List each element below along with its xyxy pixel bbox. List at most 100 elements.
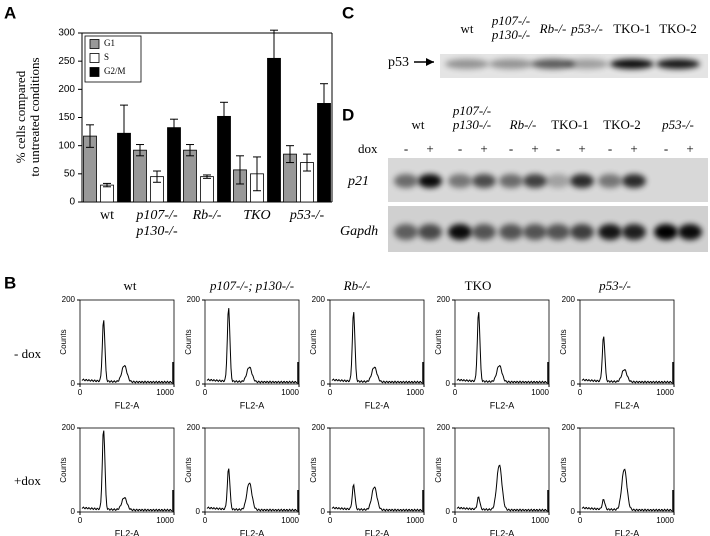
- band: [622, 174, 646, 188]
- x-tick-label: 0: [578, 516, 583, 525]
- treatment-sign: +: [426, 141, 433, 156]
- plot-frame: [79, 299, 175, 385]
- lane-label: Rb-/-: [509, 117, 537, 132]
- plot-frame: [79, 427, 175, 513]
- lane-label: TKO-1: [551, 117, 589, 132]
- y-tick-label: 0: [196, 507, 201, 516]
- y-tick-label: 150: [58, 112, 75, 123]
- legend-swatch: [89, 67, 100, 77]
- x-axis-label: FL2-A: [115, 528, 140, 536]
- error-bar: [103, 182, 111, 188]
- column-label: p107-/-; p130-/-: [209, 278, 294, 293]
- bar: [100, 184, 114, 203]
- x-axis-label: FL2-A: [365, 400, 390, 410]
- y-axis-label: % cells compared: [13, 70, 28, 163]
- histogram-trace: [581, 336, 673, 384]
- histogram-trace: [81, 320, 173, 384]
- band: [418, 174, 442, 188]
- panel-label: A: [4, 3, 16, 22]
- band: [546, 224, 570, 240]
- band: [622, 224, 646, 240]
- y-tick-label: 100: [58, 140, 75, 151]
- histogram-panel: 0 200 0 1000 Counts FL2-A: [59, 423, 174, 536]
- plot-frame: [204, 427, 300, 513]
- column-label: TKO: [465, 278, 492, 293]
- bar: [167, 127, 181, 203]
- histogram-trace: [456, 312, 548, 384]
- x-axis-label: FL2-A: [115, 400, 140, 410]
- treatment-sign: -: [608, 141, 612, 156]
- legend-swatch: [89, 53, 100, 63]
- histogram-panel: 0 200 0 1000 Counts FL2-A: [434, 295, 549, 410]
- panel-label: D: [342, 105, 354, 124]
- band: [394, 224, 418, 240]
- bar: [200, 176, 214, 203]
- x-tick-label: 0: [328, 388, 333, 397]
- row-label: - dox: [14, 346, 42, 361]
- treatment-sign: +: [686, 141, 693, 156]
- band: [499, 224, 523, 240]
- y-tick-label: 0: [446, 507, 451, 516]
- row-label: p53: [388, 55, 409, 70]
- y-axis-label: Counts: [184, 329, 193, 354]
- y-tick-label: 0: [69, 197, 75, 208]
- y-tick-label: 50: [64, 168, 76, 179]
- error-bar: [270, 29, 278, 88]
- x-axis-label: FL2-A: [490, 400, 515, 410]
- y-tick-label: 200: [562, 295, 576, 304]
- histogram-trace: [331, 312, 423, 384]
- y-tick-label: 200: [58, 84, 75, 95]
- x-tick-label: 0: [328, 516, 333, 525]
- plot-frame: [454, 299, 550, 385]
- histogram-trace: [206, 308, 298, 384]
- band: [394, 174, 418, 188]
- treatment-sign: -: [404, 141, 408, 156]
- plot-frame: [579, 427, 675, 513]
- row-label: +dox: [14, 473, 41, 488]
- band: [418, 224, 442, 240]
- y-tick-label: 0: [571, 507, 576, 516]
- plot-frame: [454, 427, 550, 513]
- x-tick-label: 1000: [531, 388, 549, 397]
- x-tick-label: TKO: [243, 208, 270, 223]
- y-tick-label: 200: [437, 295, 451, 304]
- column-label: Rb-/-: [343, 278, 371, 293]
- y-tick-label: 0: [321, 507, 326, 516]
- x-tick-label: 0: [453, 516, 458, 525]
- treatment-label: dox: [358, 141, 378, 156]
- x-tick-label: 1000: [406, 516, 424, 525]
- y-axis-label: Counts: [559, 457, 568, 482]
- x-tick-label: 1000: [281, 388, 299, 397]
- y-axis-label: Counts: [434, 329, 443, 354]
- histogram-panel: 0 200 0 1000 Counts FL2-A: [559, 295, 674, 410]
- x-tick-label: 1000: [156, 388, 174, 397]
- error-bar: [253, 156, 261, 192]
- error-bar: [320, 83, 328, 124]
- band: [656, 59, 700, 69]
- lane-label: p107-/-p130-/-: [491, 13, 530, 42]
- error-bar: [203, 174, 211, 179]
- lane-label: p107-/-p130-/-: [452, 103, 491, 132]
- treatment-sign: +: [630, 141, 637, 156]
- y-tick-label: 0: [321, 379, 326, 388]
- legend-label: G1: [104, 38, 115, 48]
- band: [448, 224, 472, 240]
- error-bar: [153, 170, 161, 183]
- histogram-trace: [456, 464, 548, 512]
- band: [546, 174, 570, 188]
- plot-frame: [329, 299, 425, 385]
- y-axis-label: Counts: [309, 457, 318, 482]
- x-tick-label: 1000: [281, 516, 299, 525]
- error-bar: [220, 101, 228, 131]
- column-label: p53-/-: [598, 278, 631, 293]
- x-axis-label: FL2-A: [615, 400, 640, 410]
- band: [598, 174, 622, 188]
- error-bar: [86, 124, 94, 148]
- row-label: p21: [347, 174, 369, 189]
- legend-label: G2/M: [104, 66, 126, 76]
- plot-frame: [329, 427, 425, 513]
- y-tick-label: 200: [62, 295, 76, 304]
- band: [523, 224, 547, 240]
- panel-label: B: [4, 273, 16, 292]
- y-axis-label: Counts: [59, 329, 68, 354]
